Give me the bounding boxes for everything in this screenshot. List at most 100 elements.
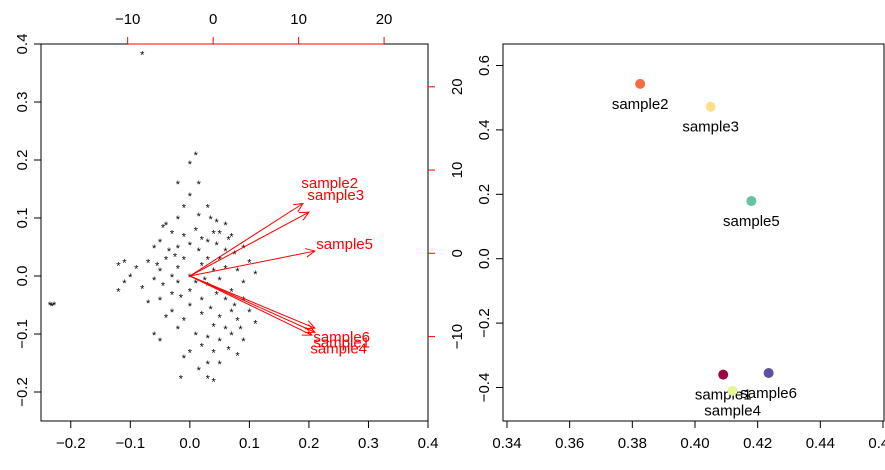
data-point-star: * (217, 229, 222, 241)
top-tick-label: 10 (290, 11, 307, 28)
data-point-star: * (206, 255, 211, 267)
y-tick-label: −0.1 (14, 319, 31, 349)
x-tick-label: 0.0 (179, 435, 200, 452)
y-tick-label: −0.2 (14, 377, 31, 407)
x-tick-label: 0.3 (358, 435, 379, 452)
data-point-star: * (209, 214, 214, 226)
x-tick-label: −0.1 (115, 435, 145, 452)
data-point-star: * (247, 258, 252, 270)
y-tick-label: 0.2 (476, 184, 493, 205)
data-point-star: * (197, 179, 202, 191)
data-point-star: * (229, 231, 234, 243)
data-point-star: * (200, 234, 205, 246)
top-tick-label: 20 (376, 11, 393, 28)
data-point-star: * (206, 374, 211, 386)
data-point-star: * (232, 249, 237, 261)
x-tick-label: 0.34 (492, 435, 521, 452)
data-point-star: * (158, 237, 163, 249)
arrow-shaft (189, 275, 313, 336)
data-point-star: * (152, 243, 157, 255)
data-point-star: * (200, 260, 205, 272)
data-point-star: * (170, 272, 175, 284)
y-tick-label: 0.6 (476, 55, 493, 76)
data-point-star: * (197, 211, 202, 223)
data-point-star: * (194, 278, 199, 290)
data-point-star: * (48, 300, 53, 312)
right-tick-label: 0 (449, 249, 466, 257)
y-tick-label: 0.4 (476, 119, 493, 140)
data-point-star: * (194, 330, 199, 342)
top-tick-label: 0 (209, 11, 217, 28)
data-point-star: * (170, 229, 175, 241)
data-point-star: * (179, 374, 184, 386)
data-point-star: * (146, 258, 151, 270)
arrow-label: sample2 (301, 175, 358, 192)
data-point-star: * (161, 281, 166, 293)
data-point-star: * (152, 275, 157, 287)
point-label: sample2 (612, 96, 669, 113)
data-point-star: * (226, 234, 231, 246)
data-point (718, 369, 729, 380)
plot-frame (502, 43, 885, 422)
data-point-star: * (223, 220, 228, 232)
x-tick-label: 0.2 (298, 435, 319, 452)
data-point-star: * (209, 304, 214, 316)
data-point-star: * (158, 266, 163, 278)
data-point-star: * (235, 350, 240, 362)
data-point-star: * (241, 336, 246, 348)
data-point-star: * (176, 278, 181, 290)
data-point-star: * (167, 246, 172, 258)
biplot-panel: −0.2 −0.1 0.0 0.1 0.2 0.3 0.4 −0.2 −0.1 0.0 0.1 0.2… (14, 11, 466, 452)
data-point-star: * (52, 300, 57, 312)
data-point-star: * (229, 287, 234, 299)
x-tick-label: 0.1 (239, 435, 260, 452)
data-point-star: * (194, 226, 199, 238)
x-tick-label: −0.2 (56, 435, 86, 452)
data-point-star: * (229, 307, 234, 319)
data-point-star: * (122, 278, 127, 290)
y-tick-label: −0.2 (476, 308, 493, 338)
data-point (727, 385, 738, 396)
data-point-star: * (176, 243, 181, 255)
data-point-star: * (253, 269, 258, 281)
data-point-star: * (212, 229, 217, 241)
data-point-star: * (229, 330, 234, 342)
point-label: sample5 (723, 213, 780, 230)
x-tick-label: 0.44 (806, 435, 835, 452)
data-point-star: * (164, 313, 169, 325)
point-label: sample6 (740, 385, 797, 402)
data-point-star: * (203, 275, 208, 287)
y-tick-label: 0.0 (476, 248, 493, 269)
data-point-star: * (247, 307, 252, 319)
point-label: sample1 (695, 387, 752, 404)
data-point-star: * (182, 255, 187, 267)
data-point-star: * (188, 301, 193, 313)
data-point-star: * (212, 347, 217, 359)
arrow-head (305, 248, 317, 258)
data-point-star: * (161, 223, 166, 235)
data-point-star: * (206, 333, 211, 345)
arrow-head (292, 202, 304, 213)
data-point (635, 78, 646, 89)
x-tick-label: 0.42 (743, 435, 772, 452)
y-tick-label: 0.4 (14, 34, 31, 55)
data-point-star: * (214, 217, 219, 229)
data-point-star: * (217, 313, 222, 325)
data-point-star: * (238, 324, 243, 336)
data-point-star: * (217, 336, 222, 348)
data-point-star: * (116, 260, 121, 272)
data-point-star: * (170, 289, 175, 301)
data-point-star: * (200, 310, 205, 322)
data-point-star: * (200, 295, 205, 307)
arrow-shaft (189, 203, 304, 277)
data-point-star: * (152, 330, 157, 342)
right-tick-label: 20 (449, 78, 466, 95)
data-point-star: * (214, 289, 219, 301)
data-point-star: * (170, 307, 175, 319)
data-point-star: * (188, 287, 193, 299)
data-point (705, 101, 716, 112)
data-point-star: * (241, 278, 246, 290)
y-tick-label: 0.2 (14, 150, 31, 171)
arrow-shaft (189, 250, 315, 277)
